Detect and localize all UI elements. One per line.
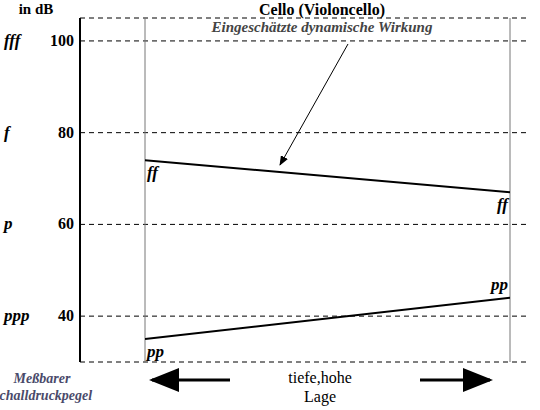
svg-text:Cello (Violoncello): Cello (Violoncello) (259, 1, 385, 19)
svg-text:100: 100 (50, 32, 74, 49)
svg-text:40: 40 (58, 307, 74, 324)
svg-text:80: 80 (58, 124, 74, 141)
svg-text:ff: ff (497, 195, 510, 214)
svg-text:Schalldruckpegel: Schalldruckpegel (8, 388, 92, 403)
svg-text:Meßbarer: Meßbarer (13, 371, 71, 386)
svg-text:pp: pp (489, 275, 508, 294)
svg-text:60: 60 (58, 215, 74, 232)
svg-text:Lage: Lage (304, 388, 336, 406)
svg-text:fff: fff (8, 31, 23, 50)
svg-text:ppp: ppp (8, 306, 30, 325)
svg-text:f: f (8, 123, 12, 142)
svg-text:Eingeschätzte dynamische Wirku: Eingeschätzte dynamische Wirkung (211, 19, 433, 35)
svg-text:ff: ff (147, 163, 160, 182)
svg-text:tiefe,hohe: tiefe,hohe (288, 369, 352, 386)
svg-text:pp: pp (145, 342, 164, 361)
svg-text:p: p (8, 214, 13, 233)
svg-text:in dB: in dB (19, 1, 54, 17)
